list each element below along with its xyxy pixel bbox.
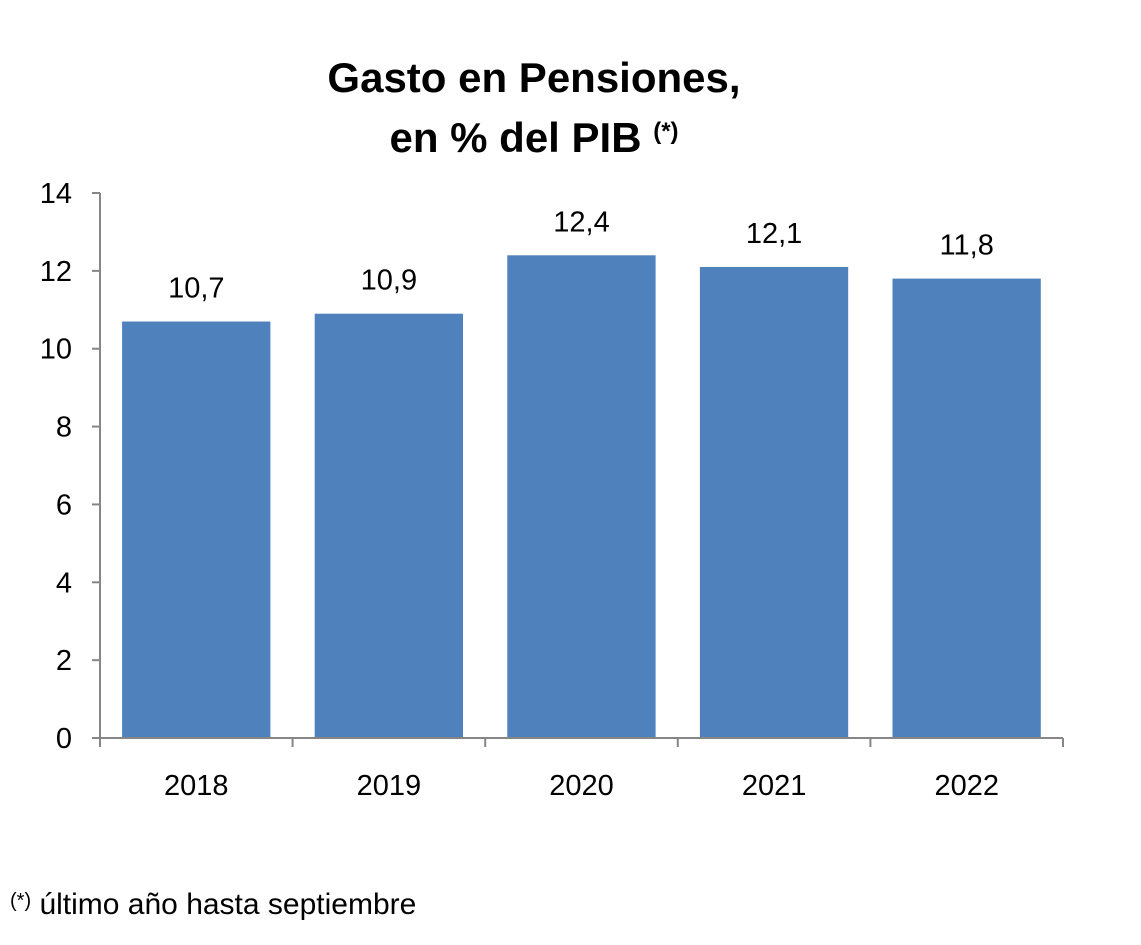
y-tick-label: 10 — [40, 334, 72, 366]
y-tick-label: 0 — [56, 723, 72, 755]
bar-2019 — [314, 313, 463, 738]
data-label-2019: 10,9 — [361, 265, 417, 297]
bar-2022 — [892, 278, 1041, 738]
bar-2018 — [122, 321, 271, 738]
data-label-2020: 12,4 — [553, 206, 609, 238]
bar-chart: 10,7 10,9 12,4 12,1 11,8 0 2 4 6 8 10 12 14 2018 2019 2… — [40, 178, 1064, 802]
data-label-2022: 11,8 — [940, 230, 994, 262]
y-tick-label: 14 — [40, 178, 72, 210]
y-tick-label: 6 — [56, 489, 72, 521]
chart-title-marker: (*) — [653, 118, 679, 145]
y-tick-label: 12 — [40, 256, 72, 288]
chart-title-line2: en % del PIB — [389, 114, 642, 161]
bar-2021 — [699, 267, 849, 738]
data-label-2021: 12,1 — [746, 218, 802, 250]
chart-title-line2-wrap: en % del PIB (*) — [0, 108, 1068, 168]
chart-title-line1: Gasto en Pensiones, — [327, 54, 741, 101]
bar-2020 — [507, 255, 656, 739]
chart-title: Gasto en Pensiones, en % del PIB (*) — [0, 48, 1068, 168]
x-tick-label-2022: 2022 — [934, 770, 999, 802]
y-tick-label: 4 — [56, 567, 72, 599]
y-tick-label: 8 — [56, 412, 72, 444]
footnote-marker: (*) — [10, 890, 32, 912]
y-tick-label: 2 — [56, 645, 72, 677]
footnote-text: último año hasta septiembre — [31, 888, 417, 921]
x-tick-label-2018: 2018 — [164, 770, 229, 802]
footnote: (*) último año hasta septiembre — [10, 885, 416, 925]
data-label-2018: 10,7 — [168, 273, 224, 305]
x-tick-label-2019: 2019 — [357, 770, 422, 802]
x-tick-label-2020: 2020 — [549, 770, 614, 802]
x-tick-label-2021: 2021 — [742, 770, 807, 802]
